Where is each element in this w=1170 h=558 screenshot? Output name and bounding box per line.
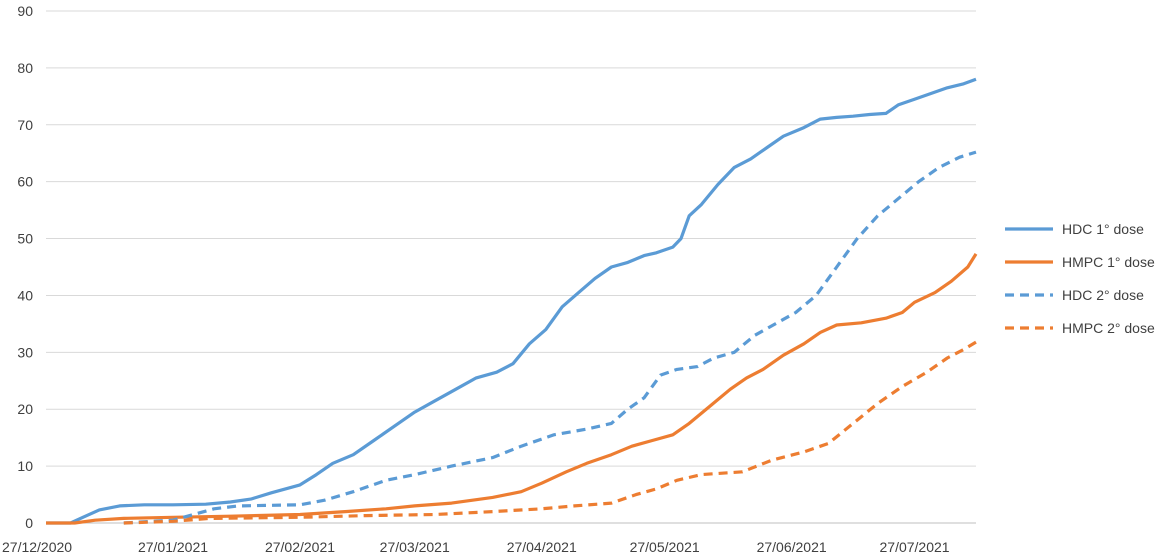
axes: 0 10 20 30 40 50 60 70 80 90 27/12/2020 27/01/2021 2… xyxy=(2,3,976,555)
series-line-3 xyxy=(123,150,977,525)
y-tick-label: 90 xyxy=(17,3,33,19)
x-tick-label: 27/01/2021 xyxy=(138,539,208,555)
y-tick-label: 0 xyxy=(25,515,33,531)
x-tick-label: 27/12/2020 xyxy=(2,539,72,555)
legend-label: HDC 2° dose xyxy=(1062,287,1144,303)
series-line-2 xyxy=(46,253,978,525)
y-tick-label: 10 xyxy=(17,458,33,474)
y-tick-label: 30 xyxy=(17,344,33,360)
x-tick-label: 27/03/2021 xyxy=(380,539,450,555)
y-tick-label: 60 xyxy=(17,174,33,190)
y-tick-label: 80 xyxy=(17,60,33,76)
y-tick-label: 40 xyxy=(17,287,33,303)
x-tick-label: 27/04/2021 xyxy=(507,539,577,555)
series-line-1 xyxy=(46,77,977,525)
y-tick-label: 70 xyxy=(17,117,33,133)
series-lines xyxy=(46,77,978,525)
y-tick-label: 50 xyxy=(17,231,33,247)
x-tick-label: 27/07/2021 xyxy=(880,539,950,555)
legend-label: HMPC 2° dose xyxy=(1062,320,1155,336)
series-line-4 xyxy=(123,340,977,525)
gridlines xyxy=(46,10,976,467)
x-tick-label: 27/02/2021 xyxy=(265,539,335,555)
x-tick-label: 27/06/2021 xyxy=(757,539,827,555)
legend: HDC 1° dose HMPC 1° dose HDC 2° dose HMPC 2… xyxy=(1005,221,1155,336)
y-tick-label: 20 xyxy=(17,401,33,417)
legend-label: HDC 1° dose xyxy=(1062,221,1144,237)
legend-label: HMPC 1° dose xyxy=(1062,254,1155,270)
x-tick-label: 27/05/2021 xyxy=(630,539,700,555)
